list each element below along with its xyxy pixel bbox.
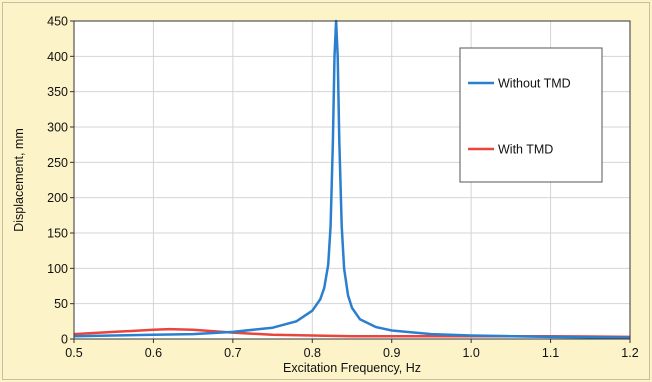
y-tick-label: 200	[47, 191, 68, 205]
legend: Without TMD With TMD	[460, 48, 602, 182]
y-tick-label: 350	[47, 85, 68, 99]
y-tick-label: 400	[47, 50, 68, 64]
x-tick-label: 0.8	[304, 346, 321, 360]
y-axis-title: Displacement, mm	[12, 128, 26, 232]
x-axis-ticks: 0.5 0.6 0.7 0.8 0.9 1.0 1.1 1.2	[65, 339, 638, 360]
y-axis-ticks: 0 50 100 150 200 250 300 350 400 450	[47, 15, 74, 347]
y-tick-label: 450	[47, 15, 68, 29]
x-tick-label: 1.1	[542, 346, 559, 360]
legend-label-with-tmd: With TMD	[498, 143, 553, 157]
line-chart: 0.5 0.6 0.7 0.8 0.9 1.0 1.1 1.2 0 50 100 150 200 250…	[3, 3, 649, 379]
y-tick-label: 0	[61, 333, 68, 347]
x-tick-label: 0.7	[224, 346, 241, 360]
x-axis-title: Excitation Frequency, Hz	[283, 361, 421, 375]
x-tick-label: 0.6	[145, 346, 162, 360]
x-tick-label: 0.9	[383, 346, 400, 360]
x-tick-label: 1.0	[462, 346, 479, 360]
y-tick-label: 100	[47, 262, 68, 276]
y-tick-label: 250	[47, 156, 68, 170]
x-tick-label: 1.2	[621, 346, 638, 360]
legend-label-without-tmd: Without TMD	[498, 77, 571, 91]
y-tick-label: 300	[47, 121, 68, 135]
y-tick-label: 50	[54, 297, 68, 311]
x-tick-label: 0.5	[65, 346, 82, 360]
legend-box	[460, 48, 602, 182]
y-tick-label: 150	[47, 227, 68, 241]
